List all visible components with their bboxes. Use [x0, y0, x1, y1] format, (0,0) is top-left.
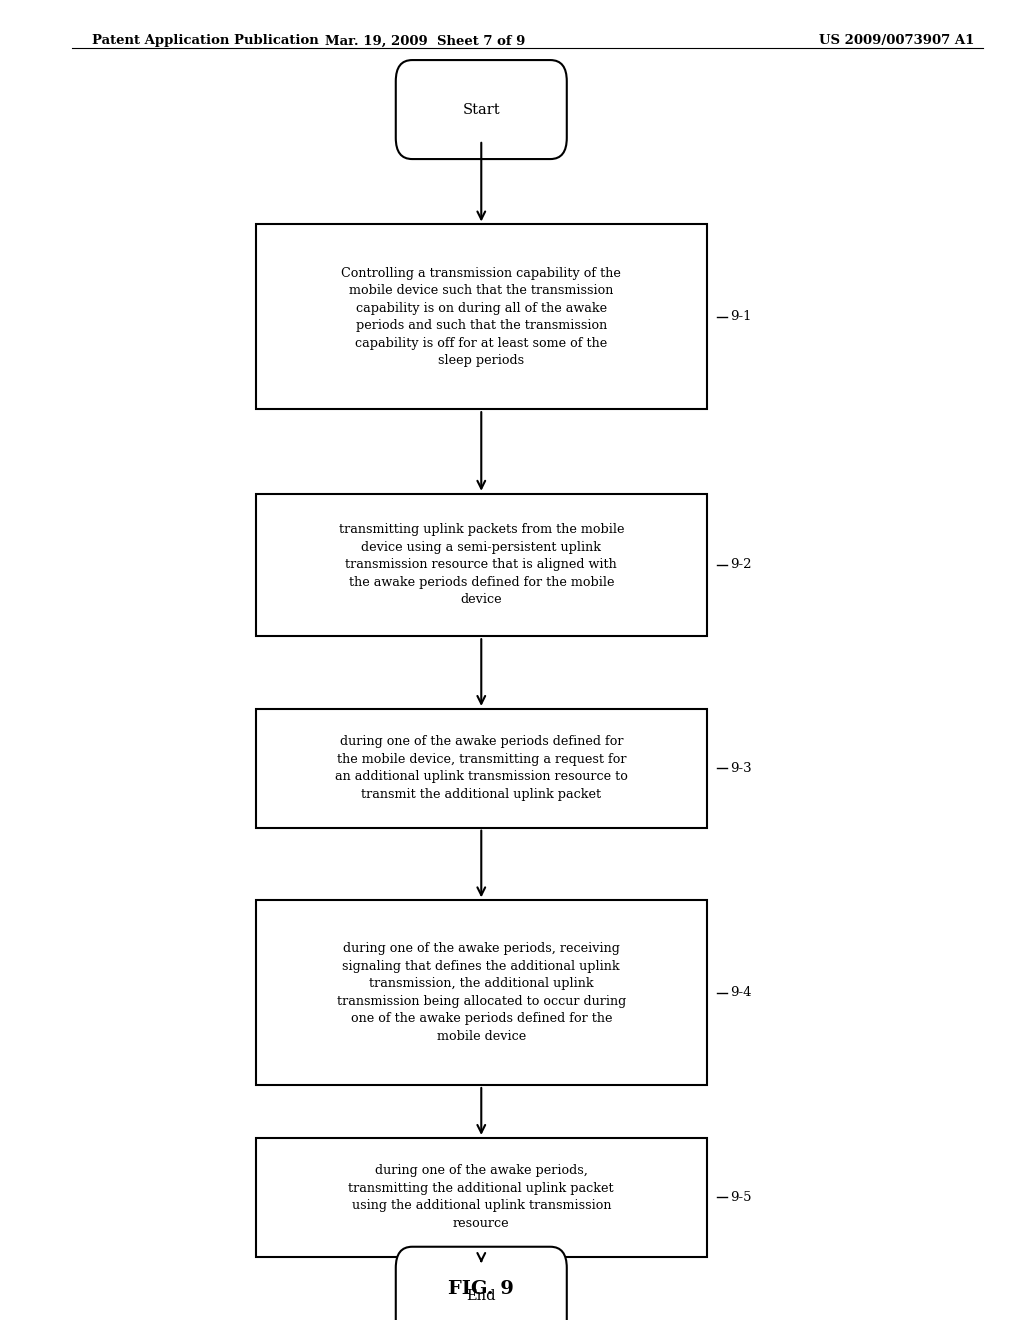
Text: 9-2: 9-2: [730, 558, 752, 572]
Text: 9-3: 9-3: [730, 762, 752, 775]
FancyBboxPatch shape: [256, 494, 707, 636]
FancyBboxPatch shape: [256, 1138, 707, 1257]
Text: transmitting uplink packets from the mobile
device using a semi-persistent uplin: transmitting uplink packets from the mob…: [339, 524, 624, 606]
Text: during one of the awake periods, receiving
signaling that defines the additional: during one of the awake periods, receivi…: [337, 942, 626, 1043]
Text: 9-5: 9-5: [730, 1191, 752, 1204]
Text: 9-4: 9-4: [730, 986, 752, 999]
Text: End: End: [467, 1290, 496, 1303]
FancyBboxPatch shape: [256, 224, 707, 409]
Text: Controlling a transmission capability of the
mobile device such that the transmi: Controlling a transmission capability of…: [341, 267, 622, 367]
Text: during one of the awake periods,
transmitting the additional uplink packet
using: during one of the awake periods, transmi…: [348, 1164, 614, 1230]
Text: US 2009/0073907 A1: US 2009/0073907 A1: [819, 34, 975, 48]
Text: FIG. 9: FIG. 9: [449, 1280, 514, 1299]
Text: Patent Application Publication: Patent Application Publication: [92, 34, 318, 48]
Text: during one of the awake periods defined for
the mobile device, transmitting a re: during one of the awake periods defined …: [335, 735, 628, 801]
FancyBboxPatch shape: [395, 59, 567, 158]
FancyBboxPatch shape: [256, 709, 707, 828]
FancyBboxPatch shape: [256, 900, 707, 1085]
FancyBboxPatch shape: [395, 1246, 567, 1320]
Text: 9-1: 9-1: [730, 310, 752, 323]
Text: Mar. 19, 2009  Sheet 7 of 9: Mar. 19, 2009 Sheet 7 of 9: [325, 34, 525, 48]
Text: Start: Start: [463, 103, 500, 116]
